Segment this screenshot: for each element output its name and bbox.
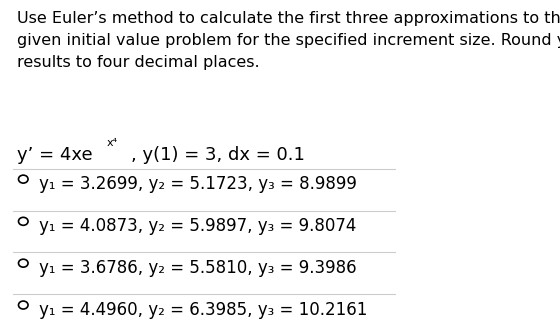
Text: Use Euler’s method to calculate the first three approximations to the
given init: Use Euler’s method to calculate the firs… [17,11,560,70]
Text: , y(1) = 3, dx = 0.1: , y(1) = 3, dx = 0.1 [130,146,305,164]
Text: y₁ = 3.6786, y₂ = 5.5810, y₃ = 9.3986: y₁ = 3.6786, y₂ = 5.5810, y₃ = 9.3986 [39,259,357,277]
Text: y₁ = 3.2699, y₂ = 5.1723, y₃ = 8.9899: y₁ = 3.2699, y₂ = 5.1723, y₃ = 8.9899 [39,175,357,193]
Text: y’ = 4xe: y’ = 4xe [17,146,93,164]
Text: y₁ = 4.0873, y₂ = 5.9897, y₃ = 9.8074: y₁ = 4.0873, y₂ = 5.9897, y₃ = 9.8074 [39,217,357,235]
Text: x⁴: x⁴ [107,138,118,148]
Text: y₁ = 4.4960, y₂ = 6.3985, y₃ = 10.2161: y₁ = 4.4960, y₂ = 6.3985, y₃ = 10.2161 [39,301,367,319]
